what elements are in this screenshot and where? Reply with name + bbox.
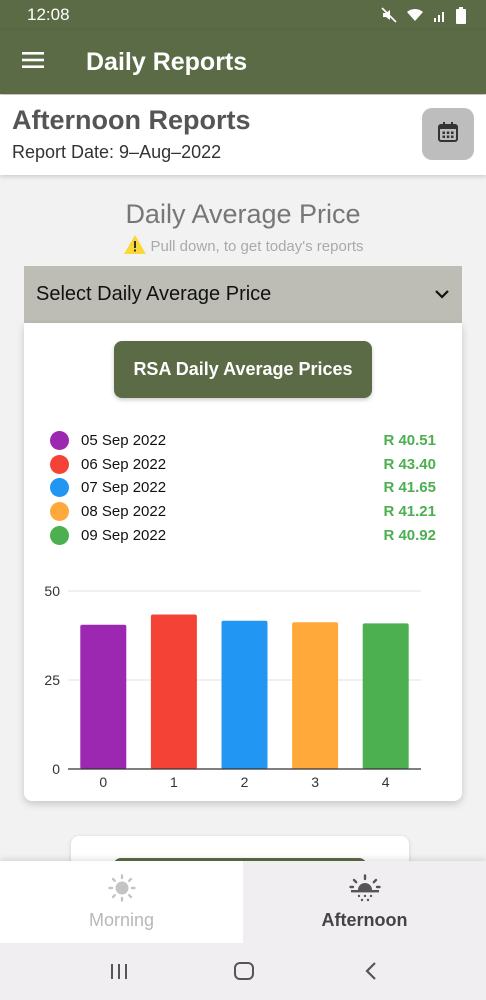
chart-card: RSA Daily Average Prices 05 Sep 2022 R 4…: [24, 323, 462, 801]
menu-button[interactable]: [1, 30, 65, 94]
app-bar: Daily Reports: [0, 30, 486, 94]
report-date: Report Date: 9–Aug–2022: [12, 142, 222, 162]
legend-date: 07 Sep 2022: [81, 479, 167, 497]
legend-value: R 43.40: [383, 455, 436, 473]
bottom-navigation: Morning Afternoon: [0, 861, 486, 943]
wifi-icon: [406, 7, 424, 23]
sunset-icon: [348, 873, 382, 907]
legend-date: 09 Sep 2022: [81, 526, 167, 544]
rsa-daily-average-prices-button[interactable]: RSA Daily Average Prices: [114, 341, 372, 398]
bar: [292, 622, 339, 769]
bar: [362, 623, 409, 769]
legend-value: R 40.51: [383, 432, 436, 450]
hamburger-icon: [22, 51, 44, 74]
status-icons: [381, 6, 466, 24]
bar: [221, 620, 268, 769]
select-label: Select Daily Average Price: [36, 283, 272, 305]
recent-apps-icon[interactable]: [109, 961, 129, 986]
warning-icon: [123, 234, 147, 259]
x-tick-label: 3: [311, 774, 319, 790]
home-icon[interactable]: [233, 961, 255, 986]
legend-value: R 41.65: [383, 479, 436, 497]
legend-dot: [50, 525, 69, 545]
calendar-icon: [437, 121, 459, 148]
bar: [80, 624, 127, 769]
legend-date: 06 Sep 2022: [81, 455, 167, 473]
calendar-button[interactable]: [422, 108, 474, 160]
legend-date: 08 Sep 2022: [81, 503, 167, 521]
x-tick-label: 4: [382, 774, 390, 790]
battery-icon: [456, 6, 466, 24]
y-tick-label: 50: [44, 583, 60, 599]
legend-dot: [50, 454, 69, 474]
legend-item: 09 Sep 2022 R 40.92: [50, 523, 436, 547]
legend: 05 Sep 2022 R 40.51 06 Sep 2022 R 43.40 …: [50, 429, 436, 547]
nav-afternoon-label: Afternoon: [321, 909, 408, 930]
sun-icon: [106, 873, 138, 907]
status-bar: 12:08: [0, 0, 486, 30]
price-select-dropdown[interactable]: Select Daily Average Price: [24, 266, 462, 323]
nav-afternoon[interactable]: Afternoon: [243, 861, 486, 943]
legend-item: 08 Sep 2022 R 41.21: [50, 500, 436, 524]
section-title: Daily Average Price: [125, 199, 361, 229]
status-time: 12:08: [27, 5, 70, 24]
signal-icon: [433, 7, 447, 23]
back-icon[interactable]: [362, 961, 382, 986]
nav-morning[interactable]: Morning: [0, 861, 243, 943]
nav-morning-label: Morning: [88, 909, 155, 930]
y-tick-label: 0: [52, 761, 60, 777]
x-tick-label: 1: [170, 774, 178, 790]
pull-hint-text: Pull down, to get today's reports: [150, 238, 364, 255]
mute-icon: [381, 7, 397, 23]
legend-item: 05 Sep 2022 R 40.51: [50, 429, 436, 453]
legend-value: R 40.92: [383, 526, 436, 544]
legend-item: 06 Sep 2022 R 43.40: [50, 453, 436, 477]
bar: [150, 614, 197, 769]
page-title: Afternoon Reports: [12, 105, 251, 135]
legend-dot: [50, 478, 69, 498]
x-tick-label: 0: [99, 774, 107, 790]
legend-dot: [50, 431, 69, 451]
y-tick-label: 25: [44, 672, 60, 688]
pull-hint: Pull down, to get today's reports: [0, 234, 486, 259]
system-navigation-bar: [0, 943, 486, 1000]
chevron-down-icon: [434, 286, 450, 304]
bar-chart: 0 25 50 0 1 2 3 4: [44, 583, 421, 790]
x-tick-label: 2: [241, 774, 249, 790]
report-header: Afternoon Reports Report Date: 9–Aug–202…: [0, 95, 486, 175]
legend-item: 07 Sep 2022 R 41.65: [50, 476, 436, 500]
legend-dot: [50, 502, 69, 522]
app-title: Daily Reports: [86, 47, 248, 76]
legend-value: R 41.21: [383, 503, 436, 521]
legend-date: 05 Sep 2022: [81, 432, 167, 450]
